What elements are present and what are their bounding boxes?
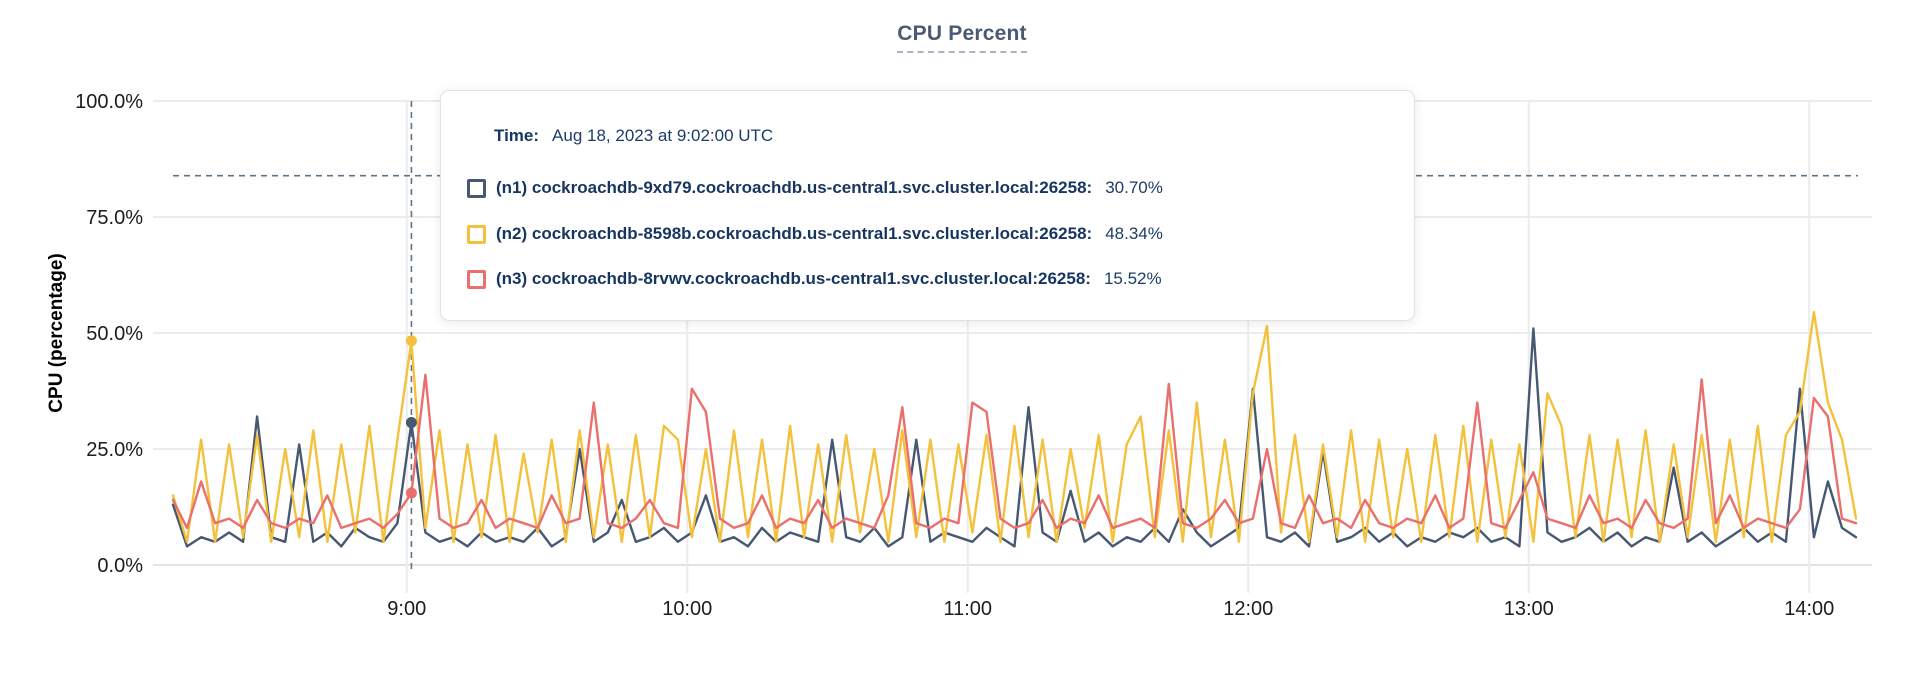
n2-series-swatch-icon <box>467 224 486 244</box>
tooltip-n3-label: (n3) cockroachdb-8rvwv.cockroachdb.us-ce… <box>496 269 1091 288</box>
svg-text:CPU (percentage): CPU (percentage) <box>46 253 67 412</box>
tooltip-time-value: Aug 18, 2023 at 9:02:00 UTC <box>552 126 774 145</box>
n3-series-swatch-icon <box>467 269 486 289</box>
svg-text:50.0%: 50.0% <box>86 323 143 345</box>
svg-text:9:00: 9:00 <box>387 598 426 620</box>
svg-text:12:00: 12:00 <box>1223 598 1273 620</box>
tooltip-series-row-n3: (n3) cockroachdb-8rvwv.cockroachdb.us-ce… <box>467 268 1162 290</box>
svg-text:13:00: 13:00 <box>1504 598 1554 620</box>
tooltip-time-label: Time: <box>494 126 540 145</box>
n1-series-swatch-icon <box>467 178 486 198</box>
svg-text:11:00: 11:00 <box>943 598 992 620</box>
chart-title-wrap: CPU Percent <box>0 22 1924 53</box>
svg-text:25.0%: 25.0% <box>86 439 143 461</box>
tooltip-n3-value: 15.52% <box>1103 269 1162 288</box>
tooltip-n1-label: (n1) cockroachdb-9xd79.cockroachdb.us-ce… <box>496 178 1093 197</box>
svg-text:14:00: 14:00 <box>1784 598 1834 620</box>
page-title: CPU Percent <box>897 22 1027 53</box>
tooltip-series-row-n2: (n2) cockroachdb-8598b.cockroachdb.us-ce… <box>467 223 1163 245</box>
svg-text:10:00: 10:00 <box>662 598 712 620</box>
hover-tooltip: Time: Aug 18, 2023 at 9:02:00 UTC (n1) c… <box>440 90 1415 321</box>
tooltip-series-row-n1: (n1) cockroachdb-9xd79.cockroachdb.us-ce… <box>467 177 1163 199</box>
tooltip-time-row: Time: Aug 18, 2023 at 9:02:00 UTC <box>494 125 773 147</box>
svg-text:0.0%: 0.0% <box>97 555 143 577</box>
tooltip-n2-value: 48.34% <box>1105 224 1163 243</box>
svg-text:100.0%: 100.0% <box>75 91 143 113</box>
svg-text:75.0%: 75.0% <box>86 207 143 229</box>
tooltip-n2-label: (n2) cockroachdb-8598b.cockroachdb.us-ce… <box>496 224 1093 243</box>
tooltip-n1-value: 30.70% <box>1105 178 1163 197</box>
